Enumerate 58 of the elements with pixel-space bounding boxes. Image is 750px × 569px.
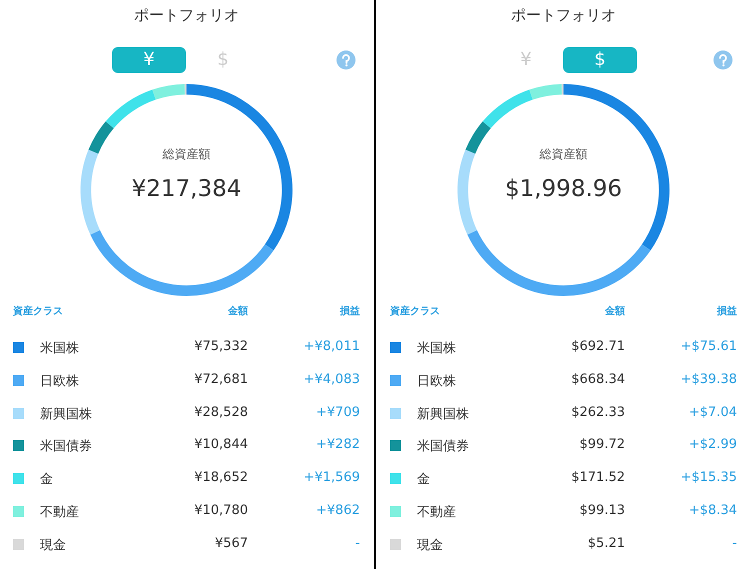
text: 総資産額 xyxy=(538,147,588,162)
data-label: $99.13 xyxy=(580,503,625,518)
legend-label: 金 xyxy=(417,471,430,488)
text: $ xyxy=(563,47,637,73)
legend-label: 米国株 xyxy=(40,340,79,357)
legend-title: 資産クラス xyxy=(13,304,63,318)
legend-label: 米国債券 xyxy=(40,438,92,456)
legend-label: 日欧株 xyxy=(417,372,456,390)
text: 総資産額 xyxy=(162,147,210,162)
text: 金額 xyxy=(605,304,625,318)
data-label: ¥28,528 xyxy=(194,404,248,420)
text: +¥4,083 xyxy=(304,372,360,387)
text: +$75.61 xyxy=(680,339,737,354)
legend-label: 新興国株 xyxy=(417,406,469,423)
legend-label: 米国債券 xyxy=(417,438,469,456)
text: ¥ xyxy=(112,47,186,73)
text: +$7.04 xyxy=(688,404,737,420)
legend-label: 現金 xyxy=(40,536,66,554)
data-label: ¥75,332 xyxy=(194,339,248,354)
text: +¥1,569 xyxy=(304,470,360,486)
text: +$2.99 xyxy=(688,437,737,452)
text: ¥ xyxy=(519,48,533,72)
data-label: $5.21 xyxy=(588,536,625,551)
text: +¥709 xyxy=(316,404,360,420)
legend-title: 資産クラス xyxy=(390,304,440,318)
data-label: ¥10,780 xyxy=(194,503,248,518)
text: 損益 xyxy=(717,304,737,318)
legend-label: 現金 xyxy=(417,536,443,554)
text: $ xyxy=(216,48,230,72)
data-label: ¥72,681 xyxy=(194,372,248,387)
text: +$39.38 xyxy=(680,372,737,387)
text: 損益 xyxy=(340,304,360,318)
legend-label: 米国株 xyxy=(417,340,456,357)
data-label: ¥10,844 xyxy=(194,437,248,452)
text: +$8.34 xyxy=(688,503,737,518)
text: - xyxy=(732,536,737,551)
text: $1,998.96 xyxy=(504,176,622,202)
legend-label: 不動産 xyxy=(40,504,79,521)
chart-title: ポートフォリオ xyxy=(133,6,240,25)
legend-label: 新興国株 xyxy=(40,406,92,423)
text: 金額 xyxy=(228,304,248,318)
text: - xyxy=(355,536,360,551)
data-label: $99.72 xyxy=(580,437,625,452)
legend-label: 金 xyxy=(40,471,53,488)
text: +¥862 xyxy=(316,503,360,518)
data-label: $262.33 xyxy=(571,404,625,420)
text: +¥8,011 xyxy=(304,339,360,354)
legend-label: 不動産 xyxy=(417,504,456,521)
data-label: ¥567 xyxy=(214,536,248,551)
legend-label: 日欧株 xyxy=(40,372,79,390)
data-label: $171.52 xyxy=(571,470,625,486)
data-label: $692.71 xyxy=(571,339,625,354)
data-label: $668.34 xyxy=(571,372,625,387)
text: +¥282 xyxy=(316,437,360,452)
text: ¥217,384 xyxy=(132,176,242,202)
text: +$15.35 xyxy=(680,470,737,486)
data-label: ¥18,652 xyxy=(194,470,248,486)
chart-title: ポートフォリオ xyxy=(510,6,617,25)
